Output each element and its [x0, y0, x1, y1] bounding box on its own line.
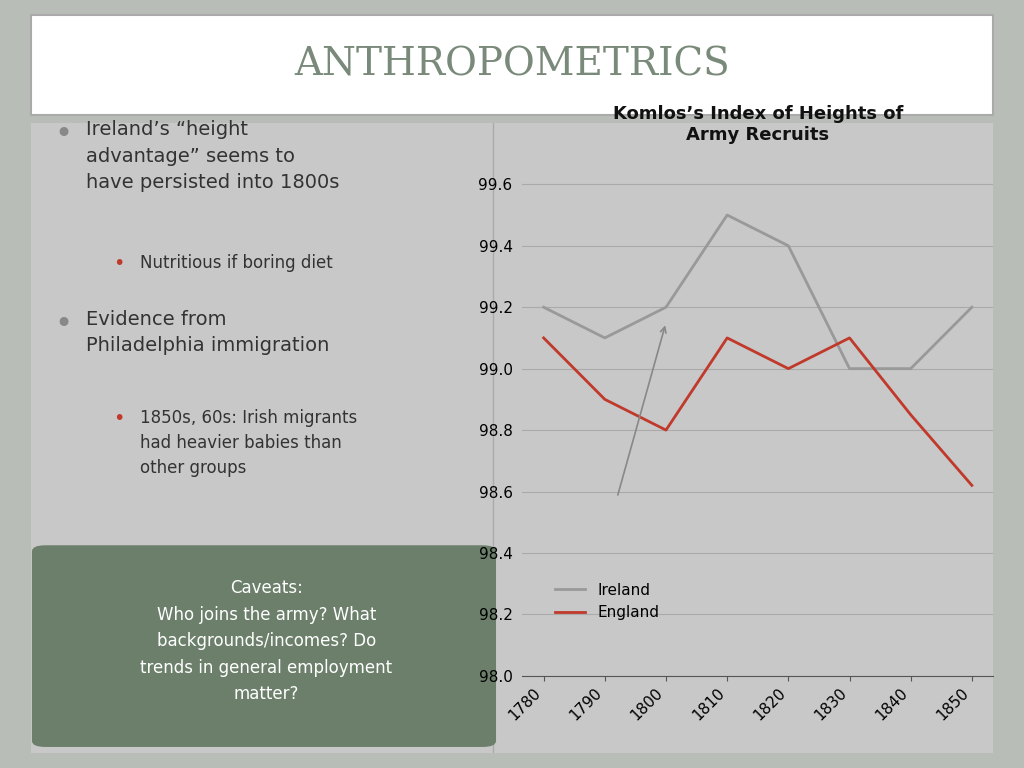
- Text: Nutritious if boring diet: Nutritious if boring diet: [140, 253, 333, 272]
- Text: •: •: [113, 409, 125, 428]
- Text: •: •: [54, 310, 73, 339]
- Text: Evidence from
Philadelphia immigration: Evidence from Philadelphia immigration: [86, 310, 330, 355]
- FancyBboxPatch shape: [32, 545, 496, 747]
- FancyBboxPatch shape: [31, 15, 993, 115]
- Text: Caveats:
Who joins the army? What
backgrounds/incomes? Do
trends in general empl: Caveats: Who joins the army? What backgr…: [140, 579, 392, 703]
- Text: 1850s, 60s: Irish migrants
had heavier babies than
other groups: 1850s, 60s: Irish migrants had heavier b…: [140, 409, 357, 477]
- Text: •: •: [113, 253, 125, 273]
- FancyBboxPatch shape: [31, 123, 993, 753]
- Text: •: •: [54, 121, 73, 150]
- Text: ANTHROPOMETRICS: ANTHROPOMETRICS: [294, 47, 730, 84]
- Text: Ireland’s “height
advantage” seems to
have persisted into 1800s: Ireland’s “height advantage” seems to ha…: [86, 121, 339, 193]
- Title: Komlos’s Index of Heights of
Army Recruits: Komlos’s Index of Heights of Army Recrui…: [612, 105, 903, 144]
- Legend: Ireland, England: Ireland, England: [549, 577, 666, 627]
